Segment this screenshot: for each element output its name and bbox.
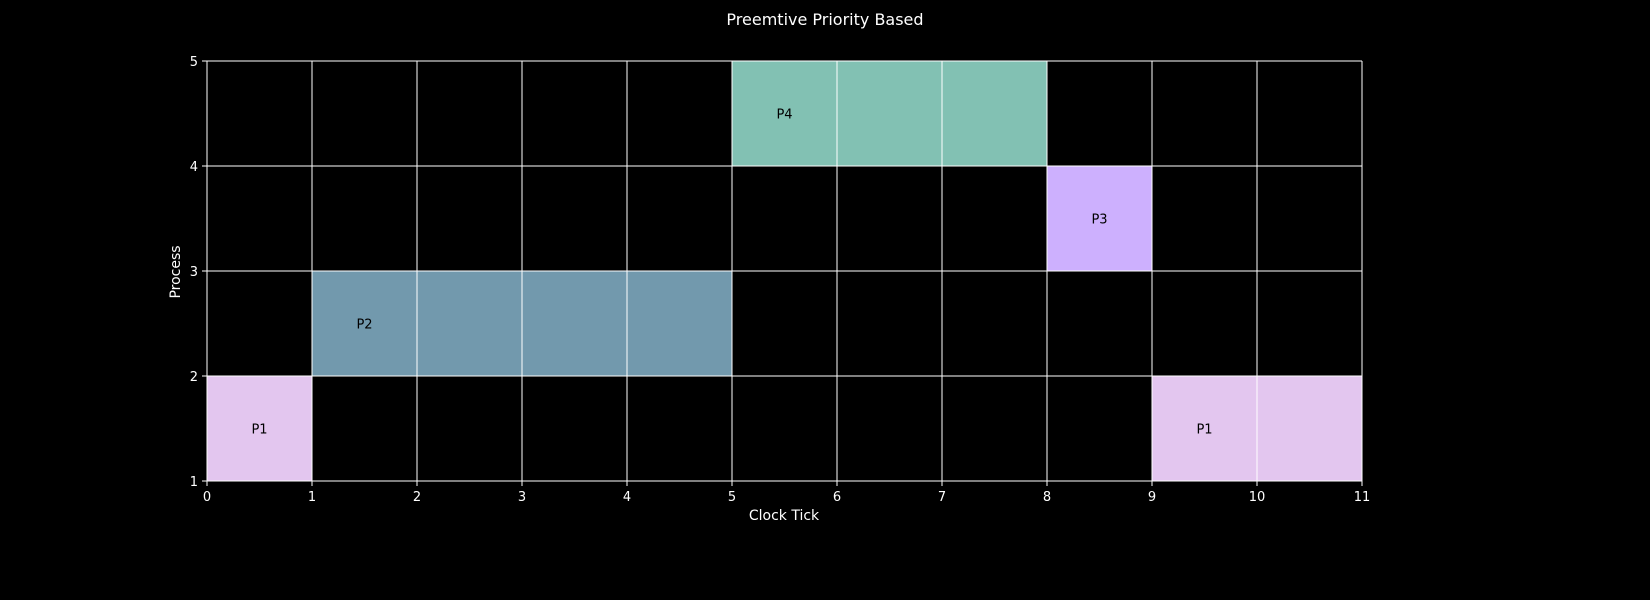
- bar-p1-0: [207, 376, 312, 481]
- x-tick-label-2: 2: [413, 490, 421, 505]
- x-tick-label-9: 9: [1148, 490, 1156, 505]
- x-tick-label-4: 4: [623, 490, 631, 505]
- x-tick-label-10: 10: [1249, 490, 1266, 505]
- y-tick-label-2: 2: [190, 370, 198, 385]
- x-tick-label-8: 8: [1043, 490, 1051, 505]
- x-tick-label-6: 6: [833, 490, 841, 505]
- bar-labels-layer: P1 P2 P4 P3 P1: [251, 108, 1212, 438]
- bar-label-p1-4: P1: [1196, 423, 1212, 438]
- x-tick-label-11: 11: [1354, 490, 1371, 505]
- bar-p4-2: [732, 61, 1047, 166]
- y-tick-label-5: 5: [190, 55, 198, 70]
- y-tick-label-1: 1: [190, 475, 198, 490]
- x-axis-label: Clock Tick: [749, 508, 820, 524]
- x-axis-ticks: 0 1 2 3 4 5 6 7 8 9 10 11: [203, 481, 1370, 505]
- y-tick-label-3: 3: [190, 265, 198, 280]
- grid-layer: [206, 60, 1363, 482]
- y-axis-label: Process: [168, 245, 184, 298]
- x-tick-label-1: 1: [308, 490, 316, 505]
- bar-p3-3: [1047, 166, 1152, 271]
- bar-label-p3-3: P3: [1091, 213, 1107, 228]
- x-tick-label-0: 0: [203, 490, 211, 505]
- bar-label-p4-2: P4: [776, 108, 792, 123]
- bar-label-p1-0: P1: [251, 423, 267, 438]
- x-tick-label-5: 5: [728, 490, 736, 505]
- chart-title: Preemtive Priority Based: [726, 10, 923, 29]
- x-tick-label-3: 3: [518, 490, 526, 505]
- bar-label-p2-1: P2: [356, 318, 372, 333]
- y-axis-ticks: 1 2 3 4 5: [190, 55, 207, 490]
- x-tick-label-7: 7: [938, 490, 946, 505]
- y-tick-label-4: 4: [190, 160, 198, 175]
